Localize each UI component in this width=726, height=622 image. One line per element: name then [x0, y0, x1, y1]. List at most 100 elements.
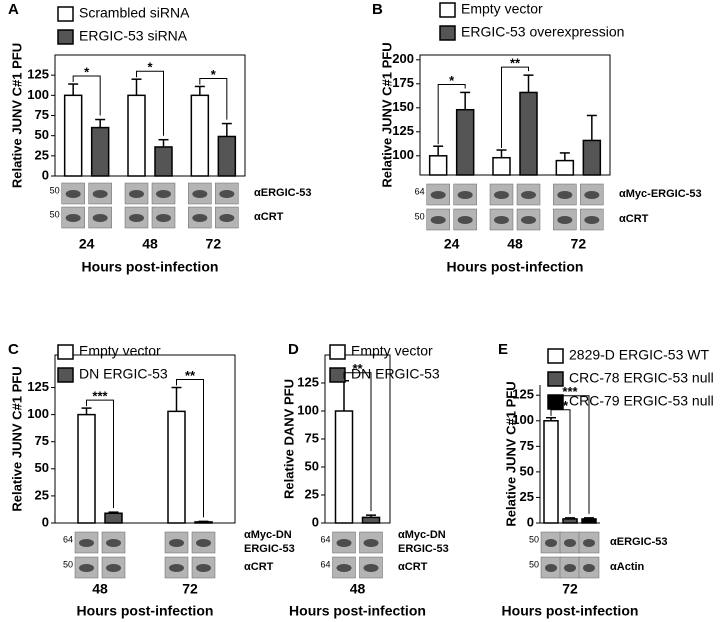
blot-band: [430, 191, 446, 199]
significance-bracket: [343, 372, 372, 512]
panel-letter: A: [8, 1, 19, 18]
blot-band: [564, 539, 576, 547]
y-tick-label: 100: [512, 412, 534, 427]
y-tick-label: 100: [297, 402, 319, 417]
y-tick-label: 175: [392, 75, 414, 90]
x-tick-label: 72: [562, 581, 578, 597]
y-tick-label: 25: [520, 489, 534, 504]
blot-band: [219, 190, 235, 198]
plot-frame: [54, 354, 236, 524]
y-tick-label: 25: [35, 147, 49, 162]
bar: [361, 516, 381, 524]
x-axis-label: Hours post-infection: [447, 259, 584, 275]
blot-label: αCRT: [398, 561, 428, 573]
y-tick-label: 0: [42, 514, 49, 529]
x-tick-label: 48: [92, 581, 108, 597]
y-tick-label: 75: [520, 438, 534, 453]
panel-letter: D: [288, 341, 299, 358]
blot-marker: 50: [50, 185, 60, 195]
blot-band: [494, 191, 509, 199]
y-axis-label: Relative DANV PFU: [281, 379, 296, 499]
bar: [190, 94, 210, 177]
legend-swatch: [329, 367, 346, 383]
blot-band: [169, 564, 184, 572]
blot-band: [65, 214, 81, 222]
bar: [455, 108, 475, 176]
legend-label: 2829-D ERGIC-53 WT: [569, 347, 709, 363]
legend-label: Empty vector: [79, 343, 161, 359]
blot-marker: 50: [415, 211, 425, 221]
legend-swatch: [57, 344, 74, 360]
significance-label: *: [147, 60, 153, 75]
legend-label: ERGIC-53 siRNA: [79, 28, 188, 44]
bar: [77, 413, 96, 524]
legend-swatch: [57, 6, 74, 22]
blot-label: αERGIC-53: [254, 187, 312, 199]
blot-band: [92, 214, 108, 222]
blot-band: [106, 539, 121, 547]
significance-bracket: [72, 75, 101, 116]
y-tick-label: 50: [35, 127, 49, 142]
blot-band: [557, 191, 573, 199]
blot-band: [169, 539, 184, 547]
legend-label: Empty vector: [351, 343, 433, 359]
significance-label: ***: [553, 398, 569, 413]
legend-swatch: [547, 371, 564, 387]
bar: [104, 512, 123, 524]
blot-band: [583, 564, 595, 572]
x-tick-label: 72: [206, 236, 222, 252]
blot-band: [106, 564, 121, 572]
blot-label: ERGIC-53: [244, 543, 295, 555]
significance-label: ***: [562, 384, 578, 399]
blot-band: [557, 216, 573, 224]
blot-band: [156, 190, 171, 198]
blot-band: [363, 539, 379, 547]
blot-marker: 50: [50, 209, 60, 219]
blot-marker: 50: [63, 559, 73, 569]
bar: [217, 135, 237, 177]
bar: [194, 521, 213, 524]
y-tick-label: 100: [392, 147, 414, 162]
legend-swatch: [547, 394, 564, 410]
x-tick-label: 72: [571, 236, 587, 252]
blot-band: [79, 564, 94, 572]
y-tick-label: 100: [27, 87, 49, 102]
blot-marker: 50: [529, 559, 539, 569]
blot-band: [430, 216, 446, 224]
legend-label: CRC-78 ERGIC-53 null: [569, 370, 714, 386]
blot-label: αCRT: [244, 561, 274, 573]
y-axis-label: Relative JUNV C#1 PFU: [379, 42, 394, 187]
bar: [127, 94, 146, 177]
legend-label: CRC-79 ERGIC-53 null: [569, 393, 714, 409]
bar: [154, 146, 173, 177]
blot-band: [583, 539, 595, 547]
significance-bracket: [550, 395, 590, 514]
significance-label: *: [211, 67, 217, 82]
legend-label: ERGIC-53 overexpression: [461, 24, 624, 40]
blot-band: [156, 214, 171, 222]
legend-swatch: [57, 29, 74, 45]
x-axis-label: Hours post-infection: [502, 603, 639, 619]
y-tick-label: 75: [305, 430, 319, 445]
y-axis-label: Relative JUNV C#1 PFU: [9, 366, 24, 511]
bar: [519, 91, 538, 176]
blot-band: [457, 216, 473, 224]
blot-label: ERGIC-53: [398, 543, 449, 555]
bar: [543, 420, 559, 524]
significance-bracket: [136, 70, 164, 136]
blot-band: [92, 190, 108, 198]
blot-band: [196, 539, 211, 547]
y-tick-label: 50: [520, 463, 534, 478]
bar: [492, 156, 511, 176]
y-tick-label: 25: [305, 486, 319, 501]
legend-swatch: [547, 348, 564, 364]
blot-label: αActin: [610, 561, 645, 573]
blot-label: αMyc-ERGIC-53: [619, 188, 702, 200]
blot-label: αERGIC-53: [610, 536, 668, 548]
legend-label: Empty vector: [461, 1, 543, 17]
blot-band: [196, 564, 211, 572]
blot-marker: 50: [529, 534, 539, 544]
legend-swatch: [329, 344, 346, 360]
blot-label: αMyc-DN: [244, 529, 292, 541]
blot-band: [457, 191, 473, 199]
